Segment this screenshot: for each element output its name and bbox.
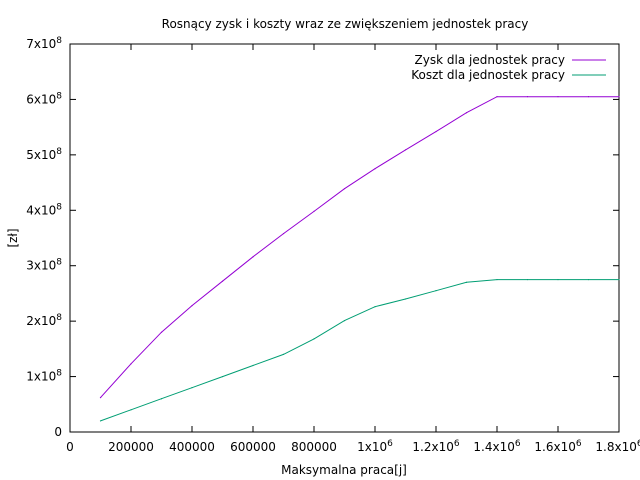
y-tick-label: 5x108	[26, 147, 62, 162]
data-point	[465, 281, 468, 283]
x-tick-label: 1.4x106	[473, 439, 520, 454]
data-point	[435, 290, 437, 292]
data-point	[465, 112, 468, 114]
data-point	[313, 338, 315, 340]
y-tick-label: 6x108	[26, 91, 62, 106]
data-point	[252, 256, 254, 258]
plot-area	[69, 43, 620, 433]
data-point	[404, 149, 407, 151]
data-point	[160, 398, 163, 400]
y-tick-label: 2x108	[26, 313, 62, 328]
data-point	[221, 280, 224, 282]
data-point	[435, 130, 437, 133]
chart-title: Rosnący zysk i koszty wraz ze zwiększeni…	[162, 17, 529, 31]
data-point	[496, 278, 498, 281]
data-point	[99, 397, 102, 399]
data-point	[282, 232, 285, 235]
y-tick-label: 3x108	[26, 258, 62, 273]
data-point	[191, 305, 193, 307]
x-tick-label: 1.8x106	[595, 439, 640, 454]
y-tick-label: 1x108	[26, 369, 62, 384]
x-tick-label: 1.6x106	[534, 439, 581, 454]
plot-border	[69, 43, 620, 433]
data-point	[374, 168, 376, 170]
y-tick-label: 7x108	[26, 36, 62, 51]
y-tick-label: 0	[54, 425, 62, 439]
x-tick-label: 1x106	[357, 439, 393, 454]
data-point	[99, 420, 102, 422]
data-point	[526, 96, 529, 98]
data-point	[587, 278, 590, 281]
y-axis: 0 1x108 2x108 3x108 4x108 5x108 6x108 7x108	[26, 36, 619, 439]
y-tick-label: 4x108	[26, 202, 62, 217]
data-point	[526, 278, 529, 281]
data-point	[557, 96, 559, 98]
data-point	[343, 319, 346, 322]
data-point	[496, 96, 498, 98]
legend-label: Koszt dla jednostek pracy	[411, 68, 565, 82]
data-point	[191, 387, 193, 389]
data-point	[343, 188, 346, 190]
x-axis-label: Maksymalna praca[j]	[281, 463, 407, 477]
legend-label: Zysk dla jednostek pracy	[415, 53, 565, 67]
x-tick-label: 600000	[230, 440, 276, 454]
x-tick-label: 1.2x106	[412, 439, 459, 454]
x-tick-label: 0	[66, 440, 74, 454]
data-point	[587, 96, 590, 98]
data-point	[221, 375, 224, 378]
series-layer	[99, 96, 620, 422]
data-point	[130, 409, 132, 411]
data-point	[404, 298, 407, 300]
x-axis: 0 200000 400000 600000 800000 1x106 1.2x106 1.4…	[66, 44, 640, 454]
data-point	[130, 363, 132, 365]
data-point	[374, 306, 376, 308]
y-axis-label: [zł]	[6, 228, 20, 247]
data-point	[252, 364, 254, 367]
x-tick-label: 400000	[169, 440, 215, 454]
data-point	[618, 96, 620, 98]
x-tick-label: 200000	[108, 440, 154, 454]
series-line-1	[100, 96, 619, 398]
data-point	[313, 210, 315, 212]
data-point	[160, 331, 163, 333]
x-tick-label: 800000	[291, 440, 337, 454]
data-point	[557, 278, 559, 281]
data-point	[282, 353, 285, 355]
series-line-2	[100, 279, 619, 422]
data-point	[618, 278, 620, 281]
